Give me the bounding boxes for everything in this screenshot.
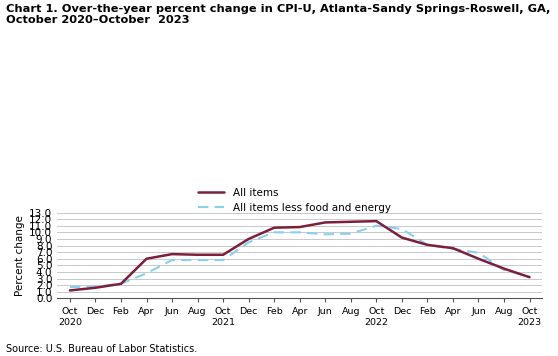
All items less food and energy — [322, 232, 329, 236]
All items — [66, 288, 73, 293]
All items less food and energy — [169, 258, 175, 262]
All items — [246, 237, 252, 241]
All items less food and energy — [526, 274, 533, 279]
All items less food and energy — [398, 227, 405, 231]
All items less food and energy — [143, 271, 150, 276]
All items — [475, 257, 482, 261]
All items less food and energy — [194, 258, 201, 262]
All items less food and energy — [220, 258, 227, 262]
All items less food and energy — [92, 284, 99, 289]
All items — [322, 220, 329, 225]
All items less food and energy — [424, 243, 431, 247]
All items — [398, 235, 405, 240]
All items — [118, 282, 124, 286]
All items — [450, 246, 456, 250]
All items — [424, 243, 431, 247]
All items less food and energy — [501, 268, 507, 272]
All items — [92, 286, 99, 290]
All items — [169, 252, 175, 256]
All items — [373, 219, 379, 223]
Text: Chart 1. Over-the-year percent change in CPI-U, Atlanta-Sandy Springs-Roswell, G: Chart 1. Over-the-year percent change in… — [6, 4, 550, 25]
Y-axis label: Percent change: Percent change — [15, 215, 25, 296]
All items less food and energy — [271, 230, 277, 235]
All items less food and energy — [66, 285, 73, 289]
Text: Source: U.S. Bureau of Labor Statistics.: Source: U.S. Bureau of Labor Statistics. — [6, 344, 197, 354]
All items — [501, 267, 507, 271]
All items — [348, 220, 354, 224]
Legend: All items, All items less food and energy: All items, All items less food and energ… — [198, 188, 391, 213]
All items less food and energy — [475, 251, 482, 255]
All items — [271, 226, 277, 230]
Line: All items: All items — [70, 221, 530, 290]
All items less food and energy — [246, 240, 252, 244]
All items less food and energy — [373, 224, 379, 228]
All items less food and energy — [450, 247, 456, 251]
All items — [143, 257, 150, 261]
Line: All items less food and energy: All items less food and energy — [70, 226, 530, 287]
All items less food and energy — [296, 230, 303, 235]
All items less food and energy — [348, 231, 354, 236]
All items — [526, 275, 533, 279]
All items less food and energy — [118, 282, 124, 286]
All items — [296, 225, 303, 229]
All items — [220, 253, 227, 257]
All items — [194, 253, 201, 257]
